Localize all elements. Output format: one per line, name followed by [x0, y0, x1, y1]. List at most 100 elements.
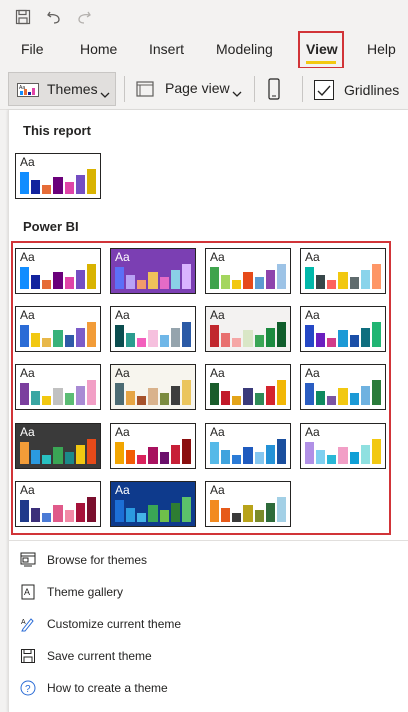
theme-color-swatch: [53, 177, 63, 194]
theme-card-15[interactable]: Aa: [205, 423, 291, 469]
save-current-theme-item[interactable]: Save current theme: [19, 645, 399, 667]
theme-card-1[interactable]: Aa: [15, 248, 101, 294]
customize-current-theme-label: Customize current theme: [47, 617, 182, 631]
theme-card-16[interactable]: Aa: [300, 423, 386, 469]
theme-color-swatch: [305, 441, 315, 464]
theme-card-5[interactable]: Aa: [15, 306, 101, 352]
theme-color-swatch: [371, 380, 381, 405]
theme-color-swatches: [115, 379, 191, 405]
theme-card-3[interactable]: Aa: [205, 248, 291, 294]
theme-color-swatch: [42, 279, 52, 289]
theme-sample-text: Aa: [115, 308, 130, 322]
theme-gallery-item[interactable]: A Theme gallery: [19, 581, 399, 603]
theme-color-swatch: [170, 269, 180, 289]
tab-view[interactable]: View: [306, 41, 338, 57]
theme-color-swatch: [243, 505, 253, 522]
theme-color-swatch: [137, 395, 147, 405]
theme-card-9[interactable]: Aa: [15, 364, 101, 410]
theme-color-swatch: [232, 395, 242, 405]
theme-color-swatch: [86, 264, 96, 289]
theme-card-7[interactable]: Aa: [205, 306, 291, 352]
redo-icon[interactable]: [75, 8, 93, 26]
theme-color-swatch: [243, 272, 253, 289]
theme-color-swatch: [86, 380, 96, 405]
theme-color-swatch: [210, 266, 220, 289]
theme-color-swatches: [20, 168, 96, 194]
theme-color-swatch: [75, 269, 85, 289]
theme-card-2[interactable]: Aa: [110, 248, 196, 294]
theme-color-swatch: [31, 332, 41, 347]
theme-color-swatch: [86, 169, 96, 194]
theme-card-8[interactable]: Aa: [300, 306, 386, 352]
browse-for-themes-label: Browse for themes: [47, 553, 148, 567]
undo-icon[interactable]: [45, 8, 63, 26]
theme-card-10[interactable]: Aa: [110, 364, 196, 410]
theme-color-swatch: [181, 264, 191, 289]
chevron-down-icon: [232, 85, 242, 103]
theme-card-18[interactable]: Aa: [110, 481, 196, 527]
theme-color-swatch: [115, 499, 125, 522]
theme-color-swatch: [254, 452, 264, 464]
theme-color-swatch: [31, 274, 41, 289]
theme-color-swatches: [115, 438, 191, 464]
theme-color-swatch: [64, 452, 74, 464]
tab-insert[interactable]: Insert: [149, 41, 185, 57]
theme-color-swatches: [210, 496, 286, 522]
theme-card-11[interactable]: Aa: [205, 364, 291, 410]
theme-color-swatch: [137, 454, 147, 464]
theme-color-swatch: [316, 274, 326, 289]
theme-card-12[interactable]: Aa: [300, 364, 386, 410]
save-icon[interactable]: [14, 8, 32, 26]
theme-color-swatch: [316, 390, 326, 405]
this-report-theme-card[interactable]: Aa: [15, 153, 101, 199]
theme-color-swatch: [349, 393, 359, 405]
mobile-layout-button[interactable]: [262, 76, 288, 104]
tab-help[interactable]: Help: [367, 41, 396, 57]
theme-color-swatch: [371, 322, 381, 347]
theme-color-swatch: [221, 332, 231, 347]
theme-color-swatch: [254, 393, 264, 405]
theme-color-swatches: [305, 321, 381, 347]
theme-color-swatch: [53, 447, 63, 464]
how-to-create-theme-item[interactable]: ? How to create a theme: [19, 677, 399, 699]
theme-sample-text: Aa: [305, 308, 320, 322]
theme-color-swatch: [42, 184, 52, 194]
theme-card-13[interactable]: Aa: [15, 423, 101, 469]
themes-dropdown-panel: This report Power BI Browse for themes A…: [8, 110, 408, 712]
theme-color-swatch: [75, 174, 85, 194]
theme-color-swatch: [265, 444, 275, 464]
theme-sample-text: Aa: [20, 155, 35, 169]
theme-color-swatch: [86, 322, 96, 347]
theme-color-swatch: [349, 335, 359, 347]
gridlines-checkbox[interactable]: [314, 80, 334, 100]
page-view-button[interactable]: Page view: [130, 72, 248, 106]
theme-color-swatch: [64, 182, 74, 194]
theme-card-4[interactable]: Aa: [300, 248, 386, 294]
theme-color-swatches: [305, 263, 381, 289]
theme-color-swatch: [243, 388, 253, 405]
theme-color-swatch: [181, 322, 191, 347]
help-icon: ?: [19, 679, 37, 697]
theme-color-swatch: [75, 444, 85, 464]
theme-sample-text: Aa: [305, 366, 320, 380]
tab-modeling[interactable]: Modeling: [216, 41, 273, 57]
theme-color-swatch: [64, 510, 74, 522]
theme-grid-highlight: [11, 241, 391, 535]
theme-color-swatch: [148, 272, 158, 289]
theme-color-swatch: [210, 499, 220, 522]
theme-card-17[interactable]: Aa: [15, 481, 101, 527]
theme-color-swatches: [305, 379, 381, 405]
theme-card-19[interactable]: Aa: [205, 481, 291, 527]
theme-color-swatch: [338, 447, 348, 464]
tab-home[interactable]: Home: [80, 41, 118, 57]
browse-for-themes-item[interactable]: Browse for themes: [19, 549, 399, 571]
theme-sample-text: Aa: [305, 425, 320, 439]
theme-color-swatches: [305, 438, 381, 464]
theme-card-14[interactable]: Aa: [110, 423, 196, 469]
customize-current-theme-item[interactable]: A Customize current theme: [19, 613, 399, 635]
theme-sample-text: Aa: [210, 483, 225, 497]
theme-color-swatches: [210, 438, 286, 464]
tab-file[interactable]: File: [21, 41, 44, 57]
themes-button[interactable]: Aa Themes: [8, 72, 116, 106]
theme-card-6[interactable]: Aa: [110, 306, 196, 352]
